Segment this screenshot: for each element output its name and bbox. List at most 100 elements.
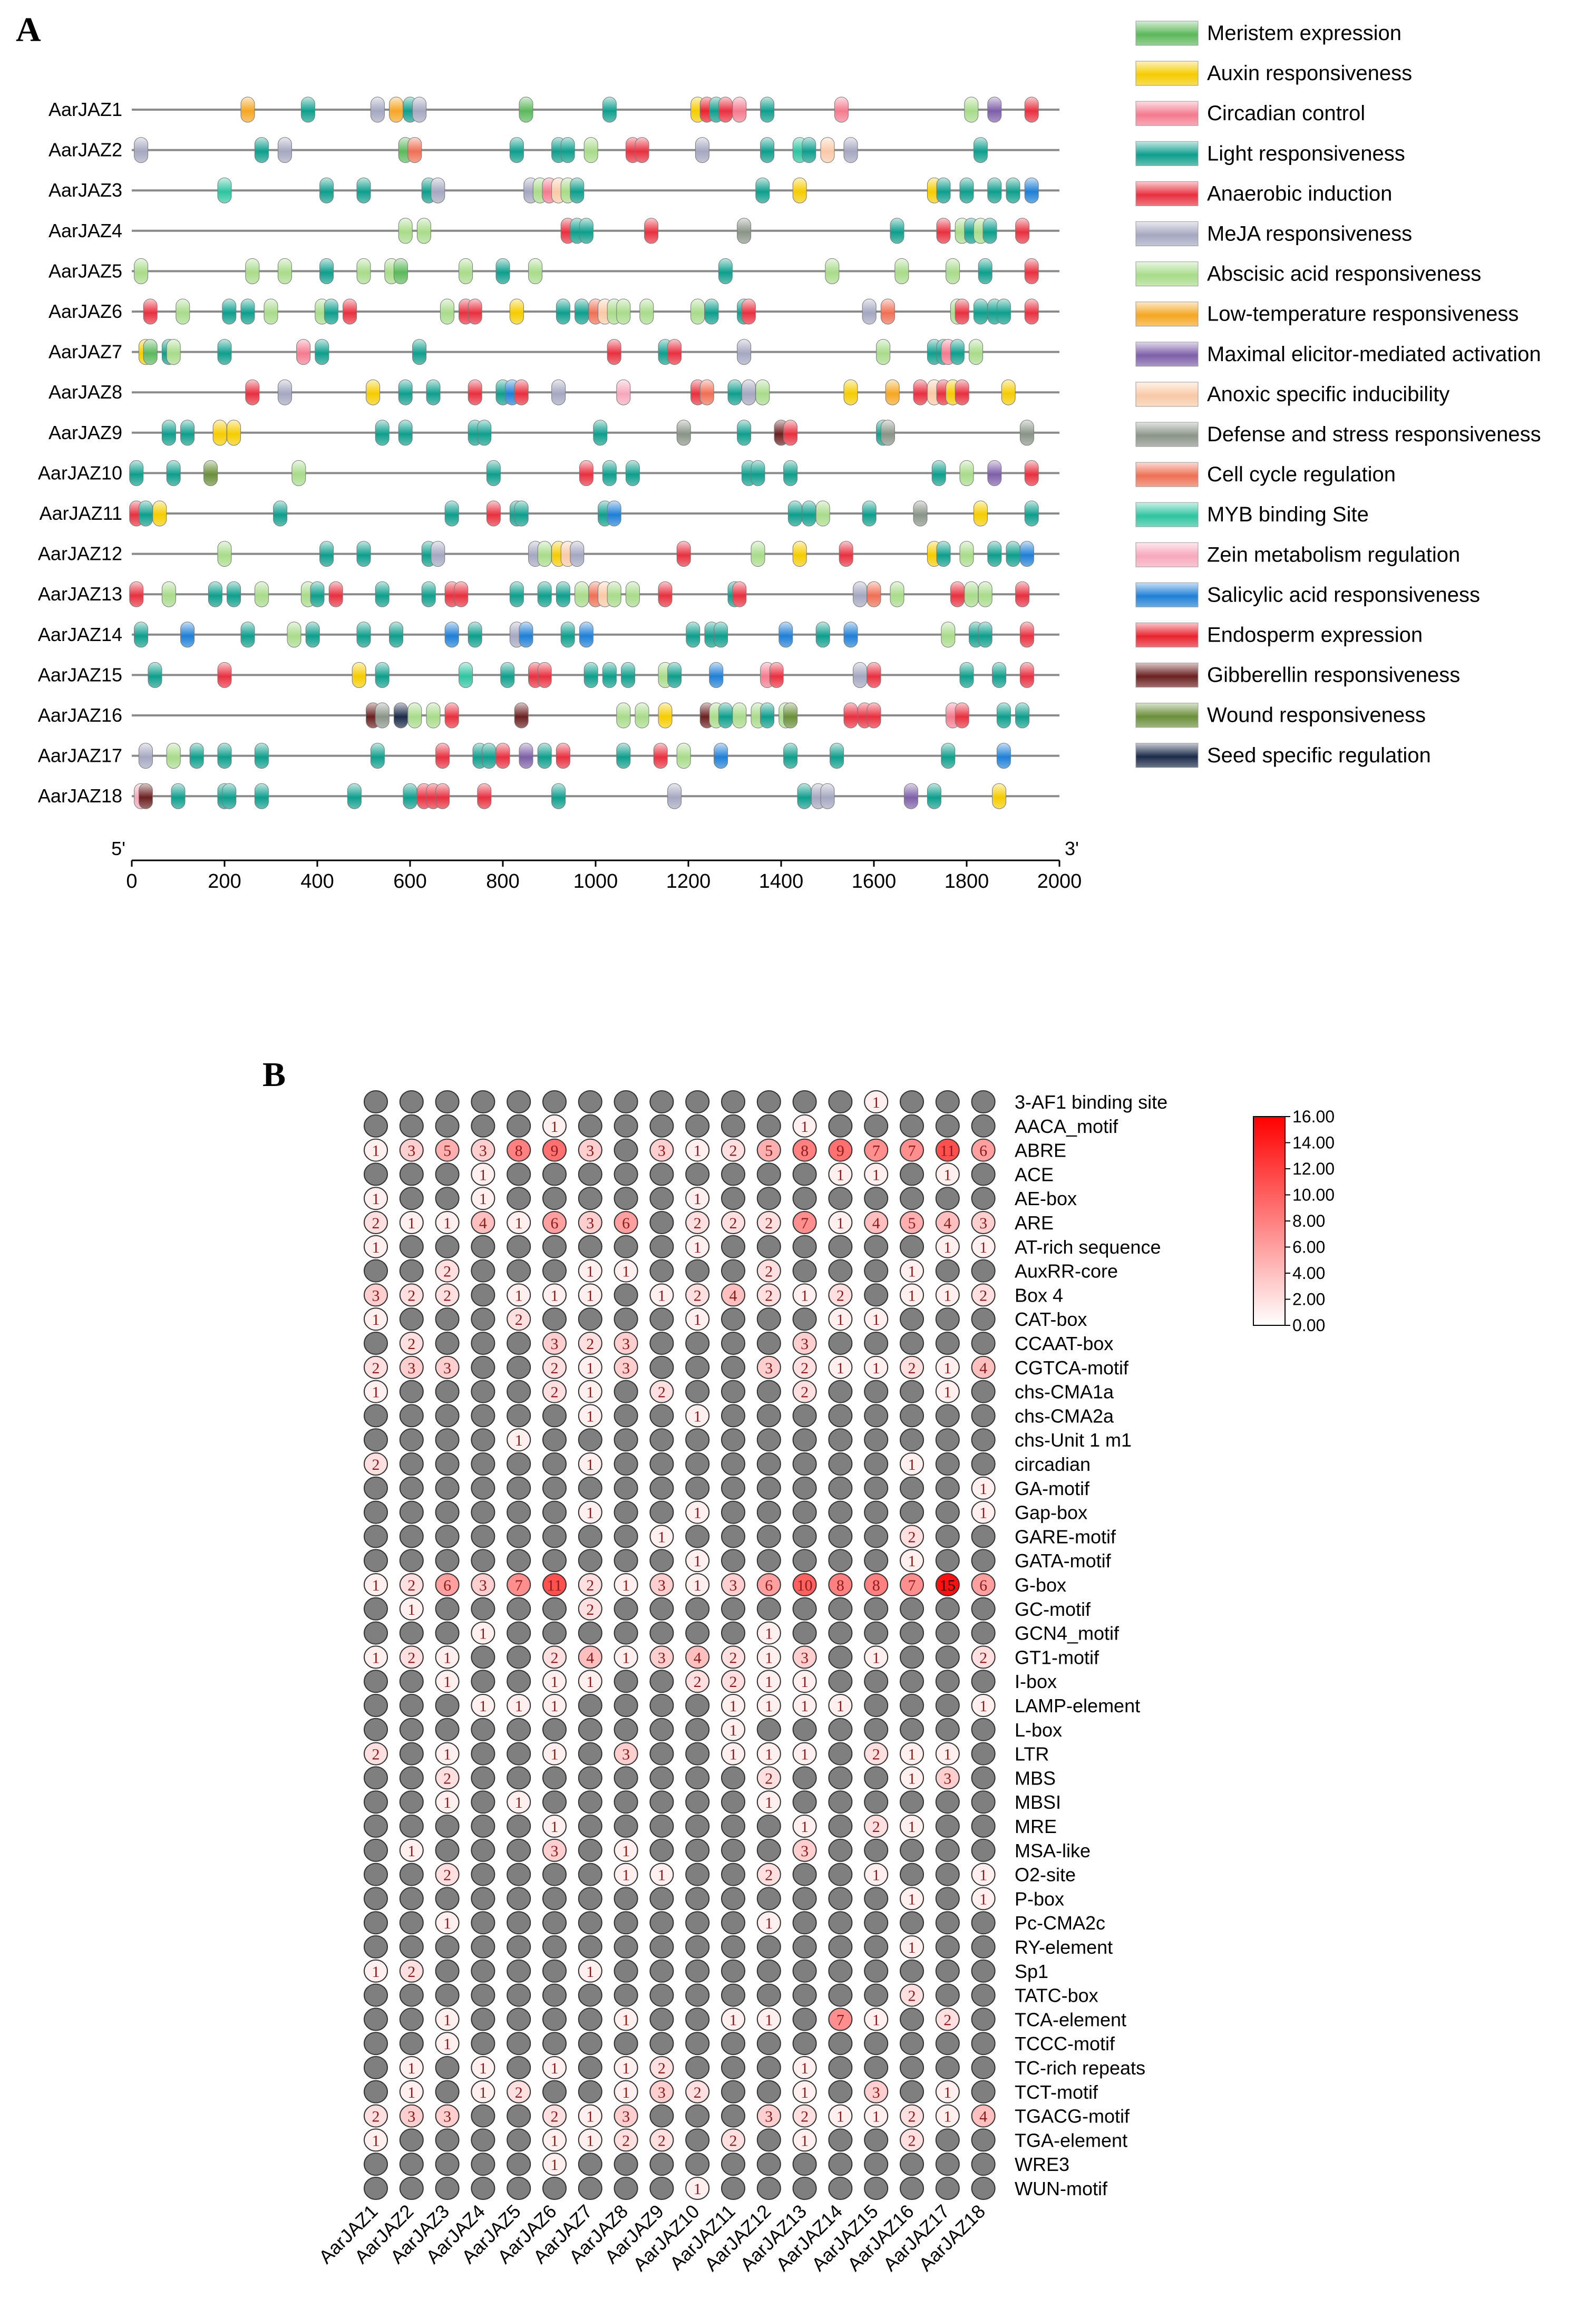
heatmap-cell-value: 1	[979, 1480, 987, 1498]
cis-element-marker	[393, 702, 408, 729]
heatmap-cell	[471, 1887, 495, 1911]
heatmap-cell	[828, 1718, 853, 1741]
heatmap-cell	[435, 2128, 460, 2152]
heatmap-cell	[399, 1114, 424, 1138]
cis-element-marker	[570, 541, 585, 567]
cis-element-marker	[486, 500, 501, 527]
heatmap-cell-value: 1	[694, 1311, 702, 1329]
heatmap-cell	[864, 1838, 889, 1862]
heatmap-cell	[471, 1983, 495, 2007]
legend-label: Endosperm expression	[1207, 624, 1423, 647]
heatmap-cell-value: 1	[407, 2084, 415, 2101]
heatmap-cell-value: 8	[515, 1142, 523, 1160]
heatmap-cell	[364, 1670, 388, 1693]
legend-label: Circadian control	[1207, 102, 1365, 125]
heatmap-cell	[578, 1838, 602, 1862]
heatmap-cell	[614, 2177, 638, 2200]
cis-element-marker	[658, 581, 673, 607]
heatmap-cell	[435, 1211, 460, 1234]
cis-element-marker	[477, 420, 492, 446]
heatmap-cell	[971, 1573, 996, 1596]
heatmap-cell	[578, 1694, 602, 1717]
legend-label: Meristem expression	[1207, 22, 1402, 45]
heatmap-cell	[828, 1283, 853, 1307]
heatmap-cell	[507, 2008, 531, 2031]
heatmap-cell	[364, 1404, 388, 1428]
cis-element-marker	[431, 177, 445, 203]
heatmap-cell	[542, 2128, 567, 2152]
heatmap-cell	[435, 1283, 460, 1307]
heatmap-cell	[614, 2152, 638, 2176]
heatmap-cell-value: 1	[872, 1094, 880, 1111]
cis-element-marker	[946, 258, 960, 284]
heatmap-cell	[614, 1815, 638, 1838]
legend-label: Cell cycle regulation	[1207, 463, 1396, 486]
heatmap-cell	[435, 1549, 460, 1573]
cis-element-marker	[356, 622, 371, 648]
cis-element-marker	[941, 743, 956, 769]
heatmap-cell	[471, 1114, 495, 1138]
heatmap-cell-value: 1	[943, 1360, 951, 1377]
cis-element-marker	[138, 743, 153, 769]
panel-a-label: A	[16, 11, 41, 49]
heatmap-row-label: O2-site	[1015, 1864, 1076, 1886]
heatmap-cell	[578, 2177, 602, 2200]
x-tick-label: 2000	[1037, 870, 1082, 893]
heatmap-cell	[649, 1187, 674, 1210]
heatmap-cell	[364, 1645, 388, 1669]
cis-element-marker	[602, 662, 617, 688]
heatmap-cell-value: 1	[908, 1456, 916, 1473]
cis-element-marker	[296, 339, 311, 365]
heatmap-cell	[935, 1549, 960, 1573]
heatmap-cell	[471, 1283, 495, 1307]
cis-element-marker	[486, 460, 501, 486]
heatmap-cell-value: 3	[372, 1287, 380, 1304]
cis-element-marker	[570, 177, 585, 203]
cis-element-marker	[222, 783, 237, 809]
heatmap-cell	[828, 1211, 853, 1234]
heatmap-cell	[828, 2032, 853, 2055]
gene-label: AarJAZ10	[38, 462, 122, 483]
heatmap-cell-value: 1	[443, 1215, 451, 1232]
heatmap-cell	[935, 2008, 960, 2031]
heatmap-cell	[864, 1307, 889, 1331]
cis-element-marker	[964, 96, 979, 123]
heatmap-cell-value: 1	[622, 2060, 630, 2077]
heatmap-cell-value: 2	[694, 2084, 702, 2101]
heatmap-cell	[721, 1766, 745, 1790]
heatmap-cell	[935, 1983, 960, 2007]
heatmap-cell-value: 1	[372, 2132, 380, 2149]
cis-element-marker	[287, 622, 301, 648]
heatmap-cell-value: 1	[551, 1746, 559, 1763]
cis-element-marker	[621, 662, 636, 688]
heatmap-row-label: 3-AF1 binding site	[1015, 1091, 1167, 1113]
heatmap-cell-value: 1	[586, 1384, 594, 1401]
cis-element-marker	[1015, 218, 1030, 244]
heatmap-cell	[900, 2104, 924, 2128]
heatmap-cell-value: 3	[407, 1142, 415, 1160]
heatmap-cell	[399, 1959, 424, 1983]
cis-element-marker	[667, 339, 682, 365]
cis-element-marker	[208, 581, 222, 607]
cis-element-marker	[366, 379, 381, 405]
heatmap-cell	[935, 1597, 960, 1621]
gene-label: AarJAZ3	[48, 179, 122, 201]
heatmap-cell-value: 9	[551, 1142, 559, 1160]
heatmap-cell	[578, 1790, 602, 1814]
heatmap-cell-value: 1	[658, 1528, 666, 1546]
heatmap-cell	[649, 1766, 674, 1790]
heatmap-cell	[756, 1404, 781, 1428]
heatmap-cell	[364, 1597, 388, 1621]
heatmap-cell	[542, 1911, 567, 1935]
heatmap-cell	[685, 1525, 710, 1548]
heatmap-cell	[507, 2056, 531, 2079]
heatmap-cell	[542, 1138, 567, 1162]
heatmap-cell	[971, 1332, 996, 1355]
cis-element-marker	[277, 379, 292, 405]
heatmap-cell	[792, 1259, 817, 1283]
heatmap-cell	[507, 1573, 531, 1596]
heatmap-cell-value: 1	[872, 1166, 880, 1184]
cis-element-marker	[959, 177, 974, 203]
heatmap-cell	[721, 1645, 745, 1669]
heatmap-cell	[435, 1838, 460, 1862]
